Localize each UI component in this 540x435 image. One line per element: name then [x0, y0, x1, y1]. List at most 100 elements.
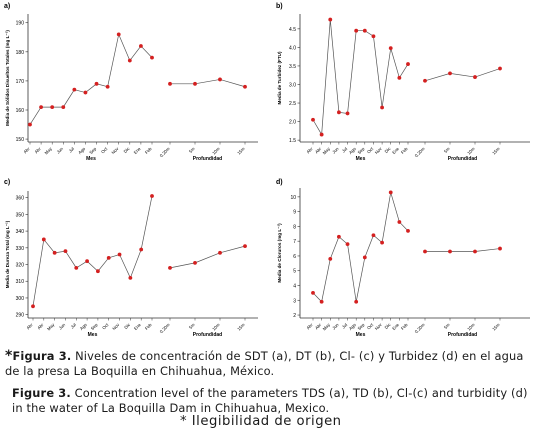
data-point [423, 249, 427, 254]
data-point [362, 255, 367, 260]
y-tick-label: 3.0 [289, 82, 296, 88]
x-tick-label: Abr [36, 322, 45, 331]
x-tick-label: Jun [331, 322, 340, 331]
data-point [127, 58, 132, 63]
data-point [397, 220, 402, 224]
caption-star: * [5, 348, 13, 364]
figure-charts: a) 150 160 170 180 190 Media de Sólidos Disuel… [4, 3, 530, 338]
data-point [31, 304, 35, 309]
group-axis-title: Mes [88, 332, 98, 338]
x-tick-label: Jul [341, 322, 348, 329]
x-tick-label: Abr [34, 146, 43, 155]
y-tick-label: 6 [293, 254, 296, 260]
series-line [425, 248, 501, 252]
x-tick-label: Feb [400, 322, 409, 331]
y-tick-label: 7 [293, 239, 296, 245]
x-tick-label: Dic [384, 146, 393, 155]
x-tick-label: Jun [331, 146, 340, 155]
x-tick-label: 5m [443, 146, 451, 154]
y-tick-label: 3 [293, 298, 296, 304]
x-tick-label: May [44, 146, 54, 156]
data-point [105, 84, 110, 89]
group-axis-title: Mes [356, 156, 366, 162]
x-tick-label: 15m [236, 146, 246, 156]
data-point [243, 84, 247, 89]
data-point [39, 105, 43, 109]
data-point [117, 252, 122, 257]
x-tick-label: Jul [70, 322, 77, 329]
x-tick-label: Ene [391, 146, 400, 155]
x-tick-label: Abr [305, 322, 314, 331]
chart-panel-1: a) 150 160 170 180 190 Media de Sólidos Disuel… [4, 3, 258, 162]
data-point [106, 255, 111, 260]
y-tick-label: 3.5 [289, 64, 296, 70]
y-tick-label: 160 [16, 108, 25, 114]
series-line [32, 195, 153, 307]
x-tick-label: 10m [466, 322, 476, 332]
data-point [243, 244, 247, 249]
x-tick-label: Nov [110, 146, 120, 156]
data-point [328, 17, 333, 22]
y-tick-label: 300 [16, 296, 25, 302]
data-point [116, 32, 121, 37]
data-point [423, 78, 427, 83]
data-point [168, 265, 172, 270]
data-point [128, 275, 133, 280]
data-point [41, 237, 46, 242]
caption-spanish: *Figura 3. Niveles de concentración de S… [5, 349, 537, 379]
x-tick-label: Oct [100, 146, 109, 155]
x-tick-label: 0.20m [414, 322, 426, 334]
group-axis-title: Mes [356, 332, 366, 338]
data-point [50, 105, 55, 109]
caption-es-label: Figura 3. [12, 349, 72, 363]
group-axis-title: Profundidad [193, 332, 222, 338]
x-tick-label: Jun [58, 322, 67, 331]
series-line [29, 33, 153, 125]
data-point [406, 228, 410, 233]
caption-es-text: Niveles de concentración de SDT (a), DT … [5, 349, 524, 378]
data-point [354, 299, 359, 304]
x-tick-label: 0.20m [159, 322, 171, 334]
x-tick-label: May [46, 322, 56, 332]
x-tick-label: May [322, 146, 332, 156]
group-axis-title: Profundidad [448, 332, 477, 338]
x-tick-label: Feb [144, 146, 153, 155]
data-point [406, 62, 410, 66]
series-line [170, 79, 246, 88]
data-point [354, 28, 359, 33]
x-tick-label: Feb [144, 322, 153, 331]
y-axis-title: Media de Sólidos Disueltos Totales (mg L… [5, 30, 10, 126]
data-point [337, 110, 341, 115]
chart-panel-3: c) 290 300 310 320 330 340 350 360 Media de Durez… [4, 179, 258, 338]
data-point [473, 75, 477, 79]
x-tick-label: 0.20m [159, 146, 171, 158]
x-tick-label: Jul [341, 146, 348, 153]
data-point [380, 240, 384, 245]
data-point [397, 75, 402, 80]
y-tick-label: 4.0 [289, 45, 296, 51]
y-tick-label: 320 [16, 263, 25, 269]
x-tick-label: 10m [211, 322, 221, 332]
y-tick-label: 8 [293, 224, 296, 230]
x-tick-label: 5m [188, 322, 196, 330]
data-point [319, 299, 324, 304]
data-point [139, 44, 143, 48]
data-point [193, 81, 197, 86]
series-line [424, 68, 501, 82]
x-tick-label: 15m [491, 322, 501, 332]
y-tick-label: 170 [16, 79, 25, 85]
x-tick-label: Feb [400, 146, 409, 155]
data-point [139, 247, 144, 252]
data-point [168, 81, 172, 86]
data-point [72, 87, 77, 92]
series-line [312, 192, 409, 303]
data-point [388, 46, 393, 51]
caption-english: Figure 3. Concentration level of the par… [12, 386, 537, 416]
data-point [150, 55, 154, 60]
data-point [63, 249, 68, 254]
x-tick-label: Dic [123, 146, 132, 155]
group-axis-title: Profundidad [193, 156, 222, 162]
series-line [312, 19, 409, 136]
caption-en-label: Figure 3. [12, 386, 71, 400]
x-tick-label: Sep [90, 322, 99, 331]
